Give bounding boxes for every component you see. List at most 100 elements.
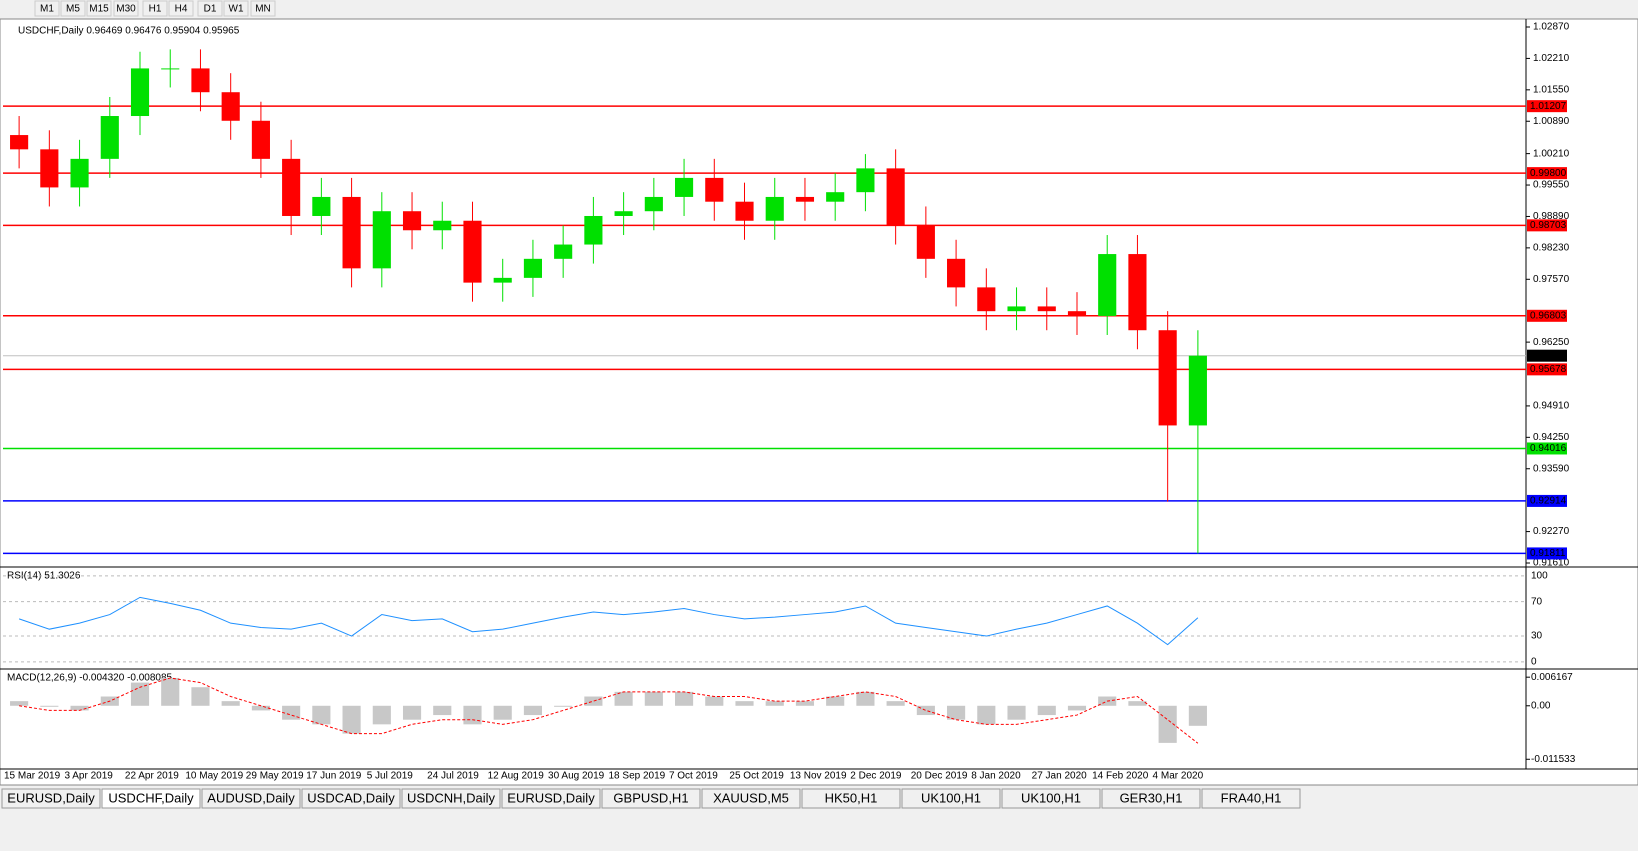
x-tick-label: 5 Jul 2019: [367, 771, 414, 782]
tab-label[interactable]: UK100,H1: [1021, 790, 1081, 805]
tab-label[interactable]: AUDUSD,Daily: [207, 790, 295, 805]
candle-body: [1067, 311, 1087, 316]
tab[interactable]: [401, 788, 501, 809]
tab-label[interactable]: USDCAD,Daily: [307, 790, 395, 805]
tab-label[interactable]: USDCHF,Daily: [108, 790, 194, 805]
candle-body: [554, 244, 573, 259]
y-tick-label: 0.92270: [1533, 526, 1570, 537]
tab-label[interactable]: UK100,H1: [921, 790, 981, 805]
candle-body: [765, 196, 784, 221]
period-label[interactable]: H4: [175, 4, 188, 15]
candle-body: [674, 177, 694, 197]
period-label[interactable]: M1: [40, 4, 54, 15]
tab-label[interactable]: EURUSD,Daily: [507, 790, 595, 805]
period-button[interactable]: [142, 0, 168, 17]
period-label[interactable]: H1: [149, 4, 162, 15]
tab-label[interactable]: GBPUSD,H1: [613, 790, 688, 805]
y-tick-label: 70: [1531, 596, 1543, 607]
level-label: 0.96803: [1530, 310, 1567, 321]
y-tick-label: 1.02210: [1533, 53, 1570, 64]
x-tick-label: 27 Jan 2020: [1032, 771, 1087, 782]
x-tick-label: 18 Sep 2019: [609, 771, 666, 782]
y-tick-label: 0.93590: [1533, 463, 1570, 474]
candle-body: [433, 220, 452, 231]
tab[interactable]: [801, 788, 901, 809]
period-label[interactable]: M5: [66, 4, 80, 15]
y-tick-label: 0.94910: [1533, 401, 1570, 412]
candle-body: [463, 220, 482, 283]
candle-body: [1007, 306, 1026, 312]
x-tick-label: 20 Dec 2019: [911, 771, 968, 782]
period-button[interactable]: [168, 0, 194, 17]
macd-bar: [1037, 705, 1056, 716]
macd-title: MACD(12,26,9) -0.004320 -0.008085: [7, 673, 173, 684]
tab[interactable]: [1, 788, 101, 809]
macd-bar: [221, 701, 240, 706]
candle-body: [1098, 254, 1117, 316]
tab-label[interactable]: USDCNH,Daily: [407, 790, 496, 805]
tab[interactable]: [601, 788, 701, 809]
y-tick-label: 0.91610: [1533, 558, 1570, 569]
macd-bar: [161, 677, 180, 706]
candle-body: [644, 196, 663, 212]
candle-body: [1188, 355, 1207, 426]
level-tag: [1527, 494, 1567, 507]
candle-body: [977, 287, 996, 312]
period-label[interactable]: M15: [89, 4, 109, 15]
macd-bar: [40, 705, 59, 707]
candle-body: [493, 277, 512, 283]
macd-bar: [191, 687, 210, 706]
x-tick-label: 12 Aug 2019: [488, 771, 545, 782]
x-tick-label: 13 Nov 2019: [790, 771, 847, 782]
indicator-line: [18, 596, 1199, 646]
candle-body: [523, 258, 543, 278]
period-button[interactable]: [113, 0, 139, 17]
tab-label[interactable]: XAUUSD,M5: [713, 790, 789, 805]
period-label[interactable]: W1: [229, 4, 244, 15]
candle-body: [856, 168, 875, 193]
tab-label[interactable]: GER30,H1: [1120, 790, 1183, 805]
period-button[interactable]: [250, 0, 276, 17]
period-label[interactable]: MN: [255, 4, 271, 15]
candle-body: [100, 116, 119, 159]
tab[interactable]: [301, 788, 401, 809]
tab[interactable]: [101, 788, 201, 809]
x-tick-label: 24 Jul 2019: [427, 771, 479, 782]
tab[interactable]: [1101, 788, 1201, 809]
candle-body: [312, 196, 331, 216]
macd-bar: [644, 691, 663, 706]
level-tag: [1527, 363, 1567, 376]
tab-label[interactable]: FRA40,H1: [1221, 790, 1282, 805]
tab[interactable]: [1201, 788, 1301, 809]
tab-label[interactable]: EURUSD,Daily: [7, 790, 95, 805]
tab[interactable]: [201, 788, 301, 809]
macd-bar: [614, 691, 633, 706]
macd-bar: [1128, 701, 1147, 706]
period-button[interactable]: [34, 0, 60, 17]
candle-body: [130, 68, 150, 117]
period-button[interactable]: [60, 0, 86, 17]
tab[interactable]: [1001, 788, 1101, 809]
y-tick-label: -0.011533: [1531, 754, 1576, 765]
macd-bar: [342, 705, 361, 734]
x-tick-label: 2 Dec 2019: [850, 771, 902, 782]
macd-bar: [705, 696, 724, 706]
period-label[interactable]: D1: [204, 4, 217, 15]
macd-bar: [947, 705, 966, 720]
macd-bar: [493, 705, 512, 720]
tab-label[interactable]: HK50,H1: [825, 790, 878, 805]
x-tick-label: 3 Apr 2019: [64, 771, 113, 782]
period-button[interactable]: [86, 0, 112, 17]
period-button[interactable]: [197, 0, 223, 17]
candle-body: [342, 196, 361, 269]
x-tick-label: 10 May 2019: [185, 771, 243, 782]
macd-bar: [826, 696, 845, 706]
tab[interactable]: [701, 788, 801, 809]
tab[interactable]: [901, 788, 1001, 809]
period-button[interactable]: [223, 0, 249, 17]
candle-body: [826, 192, 845, 202]
macd-bar: [584, 696, 603, 706]
period-label[interactable]: M30: [116, 4, 136, 15]
candle-body: [1158, 330, 1177, 426]
tab[interactable]: [501, 788, 601, 809]
